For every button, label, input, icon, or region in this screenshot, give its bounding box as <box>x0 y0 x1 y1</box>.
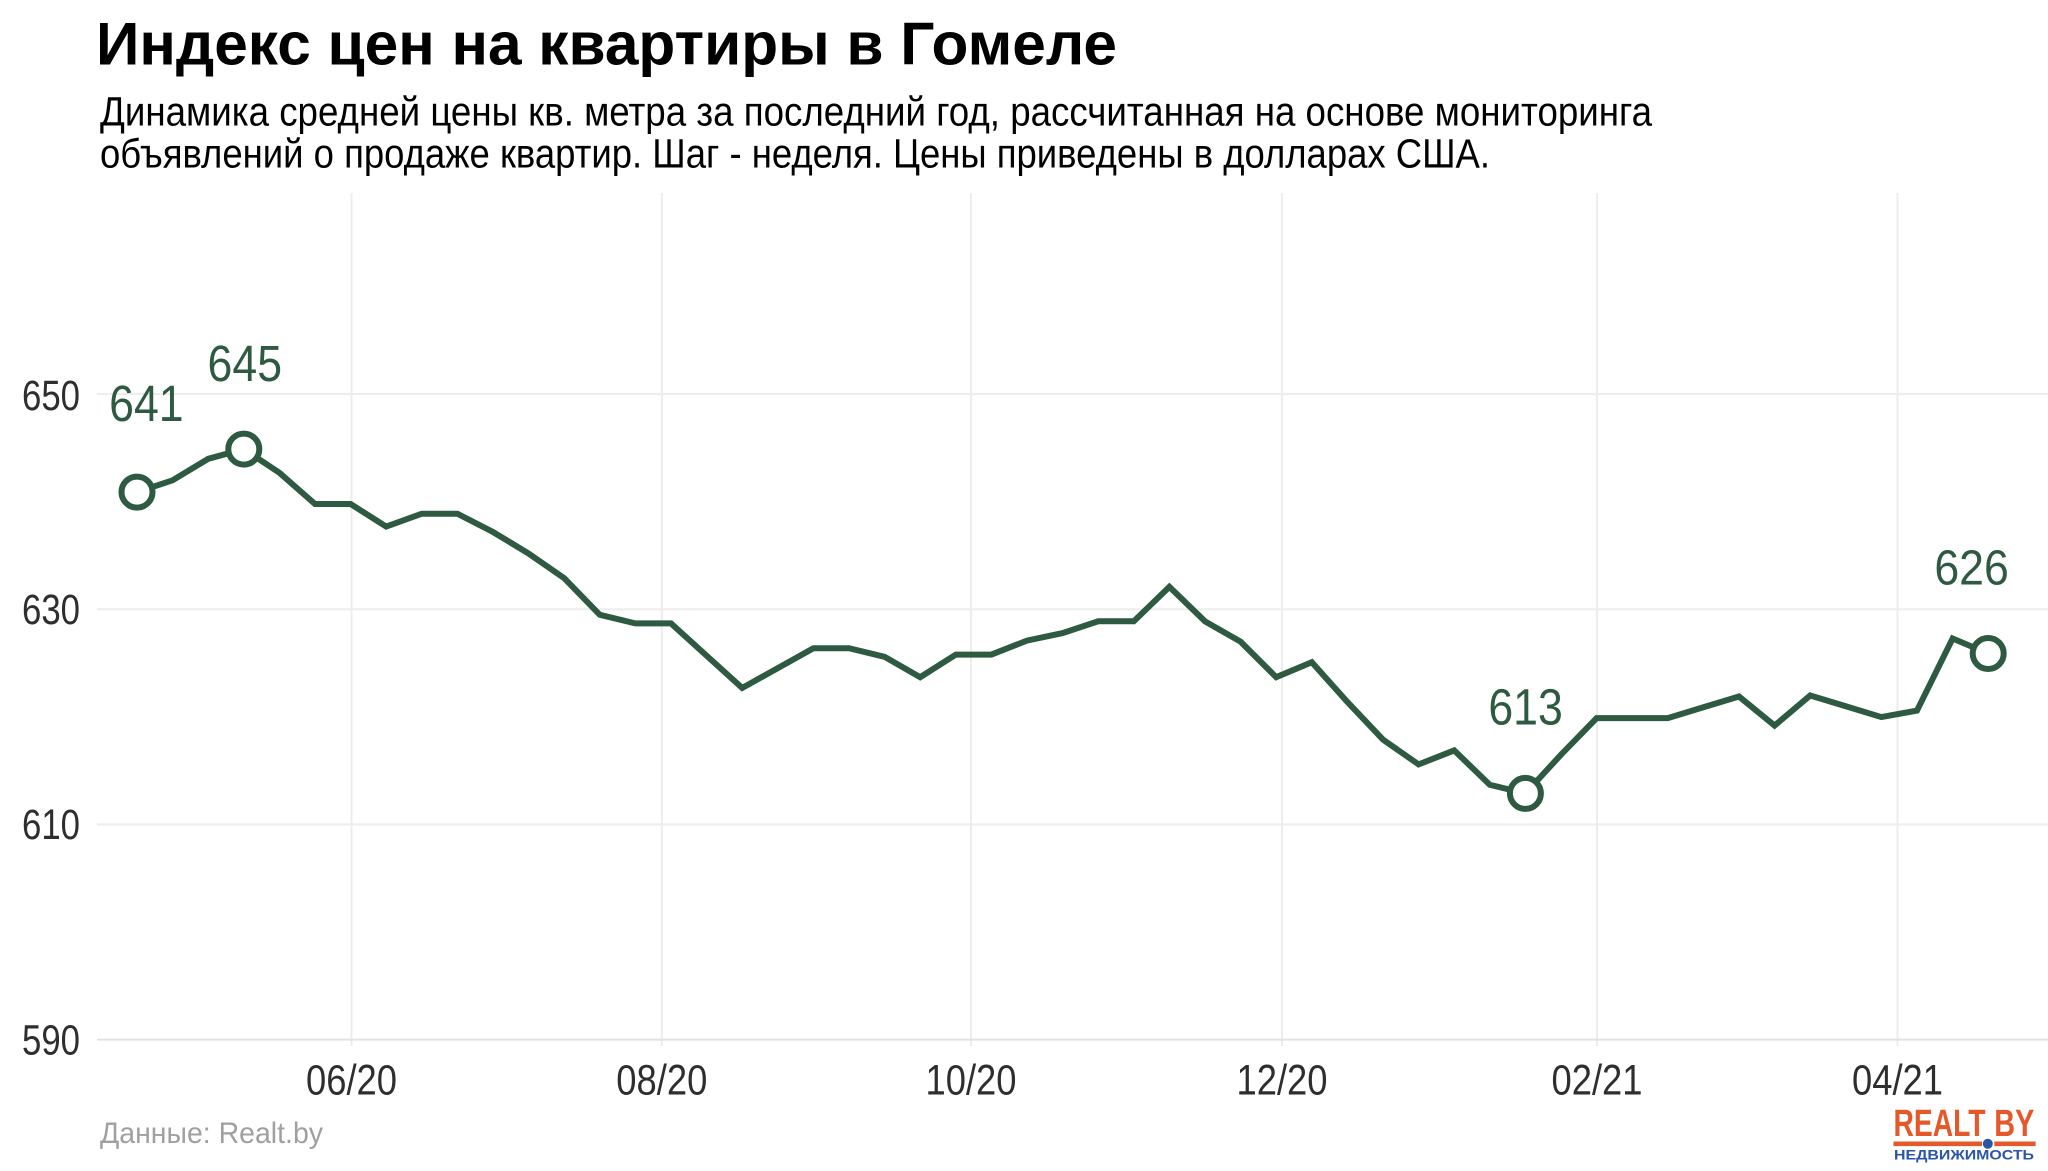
svg-text:626: 626 <box>1934 541 2009 595</box>
svg-text:Индекс цен на квартиры в Гомел: Индекс цен на квартиры в Гомеле <box>96 11 1117 78</box>
svg-text:590: 590 <box>22 1016 80 1064</box>
svg-text:650: 650 <box>22 372 80 420</box>
svg-text:06/20: 06/20 <box>306 1057 397 1105</box>
svg-text:04/21: 04/21 <box>1852 1057 1943 1105</box>
svg-text:объявлений о продаже квартир.: объявлений о продаже квартир. Шаг - неде… <box>100 131 1490 177</box>
svg-text:02/21: 02/21 <box>1552 1057 1643 1105</box>
svg-text:Данные: Realt.by: Данные: Realt.by <box>100 1117 323 1150</box>
svg-text:REALT: REALT <box>1894 1103 1986 1145</box>
svg-text:Динамика средней цены кв. метр: Динамика средней цены кв. метра за после… <box>100 89 1652 135</box>
svg-text:641: 641 <box>109 375 184 432</box>
svg-text:630: 630 <box>22 586 80 634</box>
svg-text:645: 645 <box>208 335 283 392</box>
svg-text:12/20: 12/20 <box>1237 1057 1328 1105</box>
svg-text:610: 610 <box>22 801 80 849</box>
svg-text:08/20: 08/20 <box>616 1057 707 1105</box>
svg-text:613: 613 <box>1488 679 1563 736</box>
svg-text:BY: BY <box>1994 1103 2034 1145</box>
svg-text:10/20: 10/20 <box>926 1057 1017 1105</box>
svg-text:НЕДВИЖИМОСТЬ: НЕДВИЖИМОСТЬ <box>1894 1148 2034 1163</box>
